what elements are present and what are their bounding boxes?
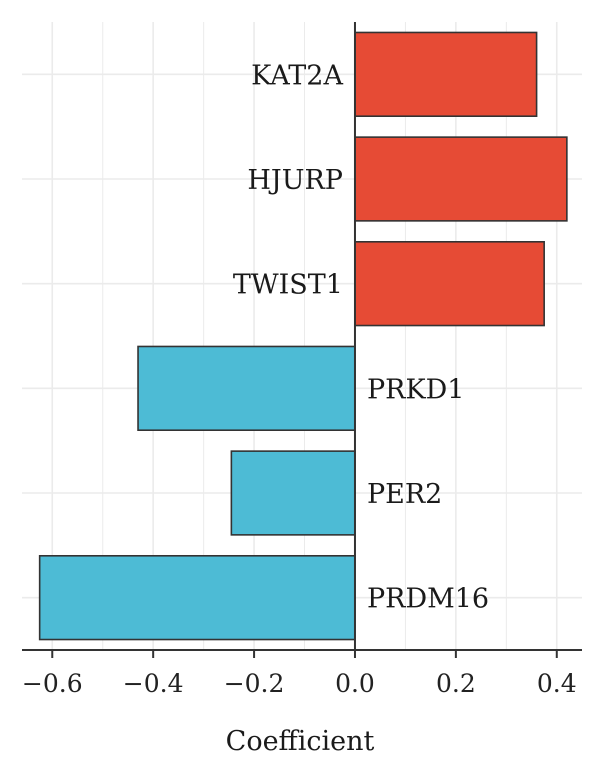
bar-kat2a	[354, 31, 538, 117]
category-label: TWIST1	[233, 270, 343, 301]
bar-twist1	[354, 241, 545, 327]
bars	[38, 31, 568, 641]
bar-prdm16	[38, 554, 356, 641]
category-labels: KAT2A HJURP TWIST1 PRKD1 PER2 PRDM16	[233, 60, 489, 614]
bar-per2	[230, 450, 356, 536]
x-tick-label: −0.6	[22, 669, 83, 698]
category-label: PER2	[367, 479, 442, 510]
bar-prkd1	[137, 345, 356, 432]
x-tick-label: 0.2	[436, 669, 476, 698]
bar-hjurp	[354, 136, 568, 222]
category-label: PRKD1	[367, 374, 465, 405]
category-label: KAT2A	[251, 60, 343, 91]
x-tick-label: 0.4	[537, 669, 577, 698]
x-tick-label: 0.0	[335, 669, 375, 698]
category-label: HJURP	[247, 165, 343, 196]
x-axis-title: Coefficient	[226, 726, 375, 757]
x-tick-label: −0.4	[123, 669, 184, 698]
x-tick-label: −0.2	[224, 669, 285, 698]
x-axis: −0.6 −0.4 −0.2 0.0 0.2 0.4	[22, 649, 582, 698]
category-label: PRDM16	[367, 584, 489, 615]
